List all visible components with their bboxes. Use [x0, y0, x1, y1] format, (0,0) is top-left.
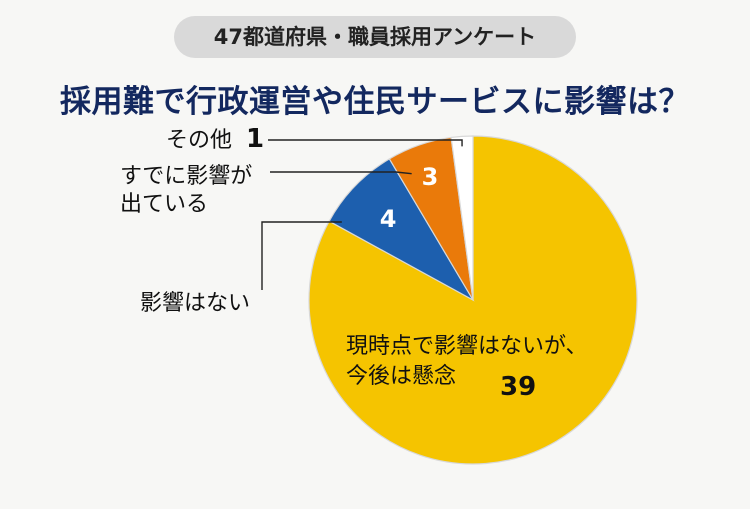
slice-label-1: 影響はない: [140, 291, 250, 316]
slice-value-3: 1: [246, 124, 264, 154]
slice-value-0: 39: [500, 372, 536, 402]
page-title: 採用難で行政運営や住民サービスに影響は？: [60, 84, 690, 120]
survey-badge: 47都道府県・職員採用アンケート: [174, 16, 576, 58]
slice-label-2b: 出ている: [120, 192, 208, 217]
pie-slice-3: [450, 135, 474, 301]
slice-value-1: 4: [380, 205, 397, 233]
pie-slice-1: [328, 158, 475, 302]
slice-label-0: 現時点で影響はないが、: [346, 334, 588, 359]
slice-value-2: 3: [422, 163, 439, 191]
leader-line-2: [270, 171, 412, 175]
slice-label-3: その他: [166, 128, 232, 153]
slice-label-2: すでに影響が: [120, 164, 252, 189]
leader-line-1: [261, 221, 342, 290]
slice-label-0b: 今後は懸念: [346, 364, 456, 389]
leader-line-3: [268, 139, 463, 147]
